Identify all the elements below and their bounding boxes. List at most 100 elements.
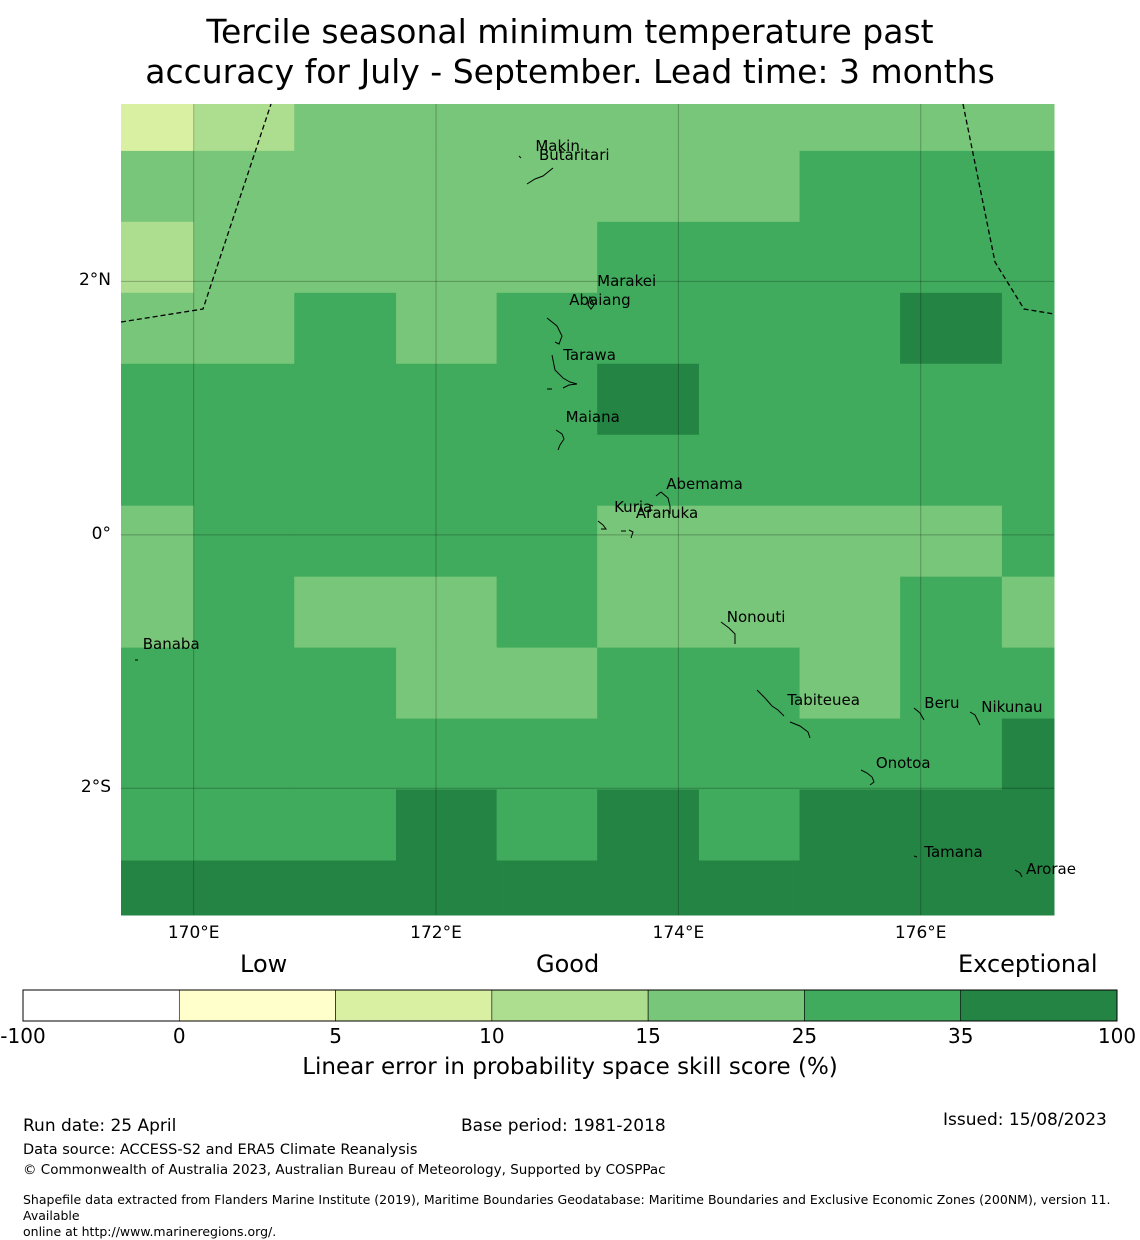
grid-cell <box>121 363 195 436</box>
grid-cell <box>294 718 397 791</box>
island-outline <box>587 295 595 310</box>
grid-cell <box>193 789 295 862</box>
grid-cell <box>121 434 195 507</box>
island-outline <box>913 707 925 721</box>
grid-cell <box>193 363 295 436</box>
colorbar-title: Linear error in probability space skill … <box>302 1054 838 1080</box>
grid-cell <box>698 434 801 507</box>
grid-cell <box>193 505 295 578</box>
grid-cell <box>799 789 901 862</box>
grid-cell <box>496 789 598 862</box>
grid-cell <box>294 789 397 862</box>
grid-cell <box>900 718 1003 791</box>
place-label-banaba: Banaba <box>142 634 200 653</box>
grid-cell <box>396 505 498 578</box>
grid-cell <box>698 505 801 578</box>
grid-cell <box>900 363 1003 436</box>
grid-cell <box>698 860 801 916</box>
grid-cell <box>396 292 498 365</box>
grid-cell <box>294 576 397 649</box>
grid-cell <box>294 104 397 152</box>
grid-cell <box>193 860 295 916</box>
run-date: Run date: 25 April <box>23 1116 177 1136</box>
colorbar-tick-label: 0 <box>172 1024 186 1048</box>
grid-cell <box>496 860 598 916</box>
eez-boundaries <box>120 103 1055 323</box>
grid-cell <box>294 150 397 223</box>
grid-cell <box>1001 860 1055 916</box>
colorbar-segment <box>960 989 1118 1022</box>
island-outline <box>518 155 522 159</box>
grid-cell <box>1001 789 1055 862</box>
grid-cell <box>900 104 1003 152</box>
grid-cell <box>193 434 295 507</box>
island-outline <box>547 354 578 390</box>
grid-cell <box>597 576 700 649</box>
place-label-abaiang: Abaiang <box>569 291 631 310</box>
grid-cell <box>698 104 801 152</box>
data-source: Data source: ACCESS-S2 and ERA5 Climate … <box>23 1142 418 1158</box>
lon-tick-label: 172°E <box>410 923 462 943</box>
colorbar-segment <box>647 989 805 1022</box>
grid-cell <box>121 150 195 223</box>
grid-cell <box>597 363 700 436</box>
grid-cell <box>900 434 1003 507</box>
grid-cell <box>1001 150 1055 223</box>
island-outline <box>649 491 671 514</box>
grid-cell <box>698 150 801 223</box>
grid-cell <box>900 647 1003 720</box>
island-outline <box>597 520 607 530</box>
grid-cell <box>396 789 498 862</box>
grid-cell <box>496 647 598 720</box>
colorbar-outline <box>22 989 1118 1022</box>
island-outline <box>621 529 634 539</box>
grid-cell <box>698 292 801 365</box>
place-label-butaritari: Butaritari <box>538 145 610 164</box>
grid-cell <box>193 647 295 720</box>
lon-tick-label: 170°E <box>167 923 220 943</box>
grid-cell <box>698 789 801 862</box>
eez-boundary-west <box>120 103 272 323</box>
base-period: Base period: 1981-2018 <box>461 1116 666 1136</box>
grid-cell <box>799 434 901 507</box>
grid-cell <box>1001 104 1055 152</box>
grid-cell <box>496 718 598 791</box>
grid-cell <box>799 647 901 720</box>
skill-grid <box>121 104 1055 916</box>
grid-cell <box>900 860 1003 916</box>
colorbar-exceptional-label: Exceptional <box>958 950 1098 978</box>
grid-cell <box>396 221 498 294</box>
grid-cell <box>900 221 1003 294</box>
grid-cell <box>698 576 801 649</box>
grid-cell <box>193 221 295 294</box>
island-outline <box>720 621 736 644</box>
lat-tick-label: 2°S <box>80 777 111 798</box>
grid-cell <box>396 576 498 649</box>
grid-cell <box>294 647 397 720</box>
colorbar-tick-label: 35 <box>947 1024 974 1048</box>
grid-cell <box>1001 505 1055 578</box>
grid-cell <box>900 789 1003 862</box>
colorbar-good-label: Good <box>536 950 600 978</box>
grid-cell <box>121 221 195 294</box>
grid-cell <box>294 860 397 916</box>
colorbar-segment <box>335 989 493 1022</box>
chart-title: Tercile seasonal minimum temperature pas… <box>0 12 1140 92</box>
grid-cell <box>1001 434 1055 507</box>
grid-cell <box>597 718 700 791</box>
grid-cell <box>597 434 700 507</box>
colorbar-tick-label: 10 <box>479 1024 505 1048</box>
grid-cell <box>799 150 901 223</box>
grid-cell <box>396 104 498 152</box>
place-label-makin: Makin <box>535 136 580 155</box>
colorbar-segment <box>491 989 649 1022</box>
grid-cell <box>799 104 901 152</box>
colorbar-tick-label: 5 <box>329 1024 342 1048</box>
island-outline <box>526 167 554 185</box>
grid-cell <box>121 505 195 578</box>
place-label-marakei: Marakei <box>597 272 657 291</box>
lat-tick-label: 0° <box>91 523 111 544</box>
grid-cell <box>597 789 700 862</box>
place-label-nikunau: Nikunau <box>981 698 1043 717</box>
place-label-onotoa: Onotoa <box>875 753 931 772</box>
